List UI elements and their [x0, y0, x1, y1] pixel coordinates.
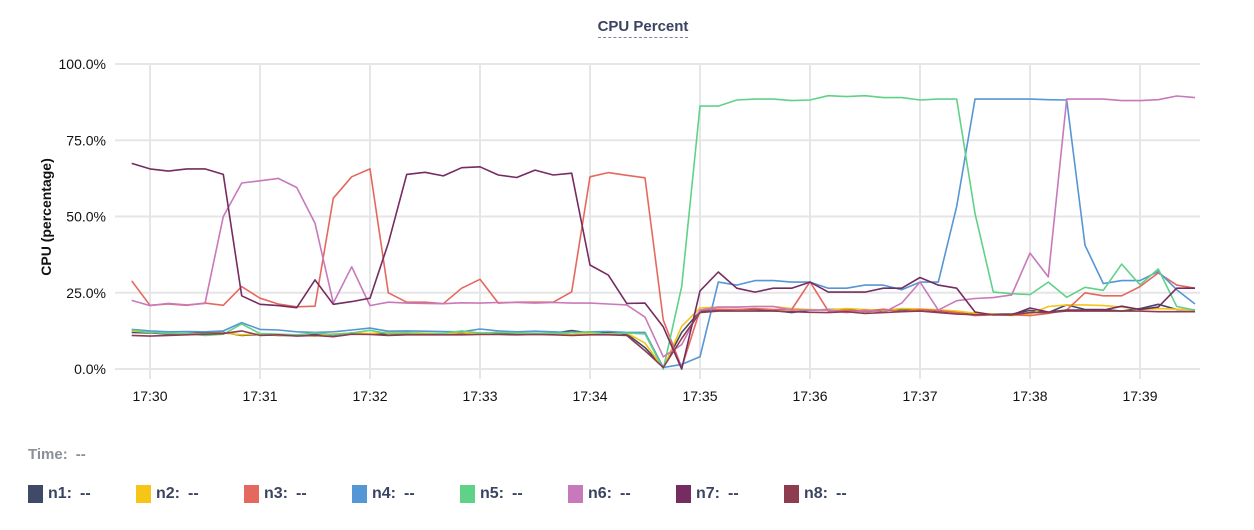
legend-swatch: [136, 485, 151, 503]
series-line-n5[interactable]: [131, 94, 1196, 370]
legend-value: --: [620, 485, 631, 502]
legend-value: --: [836, 485, 847, 502]
y-tick-label: 25.0%: [66, 285, 106, 301]
series-line-n3[interactable]: [131, 168, 1196, 369]
legend-label: n3:: [264, 485, 288, 502]
grid: [115, 63, 1200, 379]
x-tick-label: 17:31: [242, 388, 277, 404]
legend-label: n6:: [588, 485, 612, 502]
y-tick-label: 0.0%: [74, 361, 106, 377]
series-line-n8[interactable]: [131, 310, 1195, 369]
series-line-n6[interactable]: [131, 95, 1196, 358]
legend-item-n8[interactable]: n8: --: [784, 485, 892, 503]
x-tick-labels: 17:30 17:31 17:32 17:33 17:34 17:35 17:36 17:37…: [132, 388, 1157, 404]
legend-value: --: [188, 485, 199, 502]
legend-value: --: [728, 485, 739, 502]
legend-item-n7[interactable]: n7: --: [676, 485, 784, 503]
legend-swatch: [460, 485, 475, 503]
x-tick-label: 17:34: [572, 388, 607, 404]
series-lines: [131, 94, 1196, 370]
legend-label: n8:: [804, 485, 828, 502]
legend-value: --: [80, 485, 91, 502]
legend-label: n7:: [696, 485, 720, 502]
legend-swatch: [784, 485, 799, 503]
legend-swatch: [244, 485, 259, 503]
x-tick-label: 17:30: [132, 388, 167, 404]
legend-value: --: [296, 485, 307, 502]
y-tick-label: 75.0%: [66, 132, 106, 148]
legend-label: n2:: [156, 485, 180, 502]
legend-value: --: [404, 485, 415, 502]
x-tick-label: 17:39: [1122, 388, 1157, 404]
x-tick-label: 17:32: [352, 388, 387, 404]
legend-item-n1[interactable]: n1: --: [28, 485, 136, 503]
x-tick-label: 17:37: [902, 388, 937, 404]
chart-title-text: CPU Percent: [597, 18, 689, 38]
legend-item-n2[interactable]: n2: --: [136, 485, 244, 503]
x-tick-label: 17:33: [462, 388, 497, 404]
y-tick-label: 50.0%: [66, 209, 106, 225]
legend: n1: -- n2: -- n3: -- n4: -- n5: -- n6: -- n7: -- n8: --: [28, 485, 892, 503]
x-tick-label: 17:35: [682, 388, 717, 404]
legend-item-n6[interactable]: n6: --: [568, 485, 676, 503]
legend-value: --: [512, 485, 523, 502]
x-tick-label: 17:38: [1012, 388, 1047, 404]
chart-title[interactable]: CPU Percent: [0, 18, 1254, 38]
legend-swatch: [676, 485, 691, 503]
hover-time: Time: --: [28, 446, 86, 463]
legend-label: n5:: [480, 485, 504, 502]
legend-label: n4:: [372, 485, 396, 502]
time-label: Time:: [28, 446, 68, 463]
legend-item-n3[interactable]: n3: --: [244, 485, 352, 503]
y-tick-label: 100.0%: [59, 56, 106, 72]
x-tick-label: 17:36: [792, 388, 827, 404]
y-tick-labels: 0.0% 25.0% 50.0% 75.0% 100.0%: [59, 56, 106, 377]
time-value: --: [75, 446, 86, 463]
legend-swatch: [352, 485, 367, 503]
legend-swatch: [568, 485, 583, 503]
legend-item-n4[interactable]: n4: --: [352, 485, 460, 503]
legend-label: n1:: [48, 485, 72, 502]
legend-swatch: [28, 485, 43, 503]
series-line-n7[interactable]: [131, 162, 1195, 370]
legend-item-n5[interactable]: n5: --: [460, 485, 568, 503]
